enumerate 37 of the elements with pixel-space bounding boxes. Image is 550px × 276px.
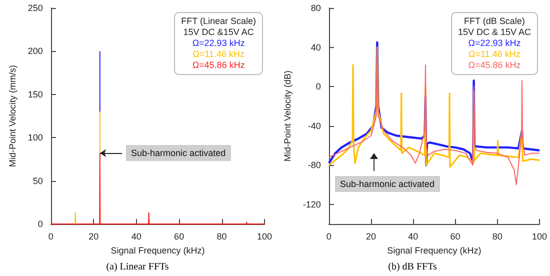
text-box: FFT (Linear Scale) 15V DC &15V AC Ω=22.93 kHz Ω=11.46 kHz Ω=45.86 kHz	[174, 12, 263, 75]
x-tick-label: 20	[366, 232, 376, 242]
x-axis-title: Signal Frequency (kHz)	[387, 245, 482, 256]
text-box: FFT (dB Scale) 15V DC & 15V AC Ω=22.93 kHz Ω=11.46 kHz Ω=45.86 kHz	[450, 12, 538, 75]
x-tick-label: 20	[88, 232, 99, 242]
y-tick-label: 40	[310, 42, 321, 52]
x-tick-label: 0	[326, 232, 332, 242]
y-axis-title: Mid-Point Velocity (mm/s)	[8, 64, 18, 168]
x-axis-title: Signal Frequency (kHz)	[110, 245, 205, 256]
x-tick-label: 0	[48, 232, 54, 242]
y-axis-title: Mid-Point Velocity (dB)	[282, 70, 292, 162]
x-tick-label: 60	[174, 232, 184, 242]
text: (a) Linear FFTs	[106, 262, 169, 272]
legend-title: FFT (Linear Scale) 15V DC &15V AC	[181, 16, 256, 38]
annotation: Sub-harmonic activated	[335, 176, 440, 192]
y-tick-label: 150	[28, 89, 43, 100]
y-tick-label: 80	[310, 3, 321, 13]
y-tick-label: -120	[302, 199, 321, 210]
y-tick-label: -80	[308, 160, 321, 170]
series-label: Ω=45.86 kHz	[467, 60, 522, 71]
x-tick-label: 100	[256, 232, 272, 242]
x-tick-label: 80	[492, 232, 502, 242]
x-tick-label: 80	[216, 232, 227, 242]
y-tick-label: 250	[28, 3, 43, 13]
y-tick-label: -40	[308, 120, 321, 131]
y-tick-label: 0	[38, 219, 43, 229]
y-tick-label: 200	[28, 46, 43, 56]
y-tick-label: 0	[316, 82, 321, 92]
x-tick-label: 100	[532, 232, 548, 242]
x-tick-label: 60	[450, 232, 460, 242]
text: (b) dB FFTs	[388, 262, 437, 272]
y-tick-label: 100	[28, 132, 43, 143]
x-tick-label: 40	[408, 232, 418, 242]
x-tick-label: 40	[131, 232, 142, 242]
y-tick-label: 50	[32, 176, 43, 186]
legend-title: FFT (dB Scale) 15V DC & 15V AC	[458, 16, 531, 38]
annotation: Sub-harmonic activated	[126, 145, 231, 162]
